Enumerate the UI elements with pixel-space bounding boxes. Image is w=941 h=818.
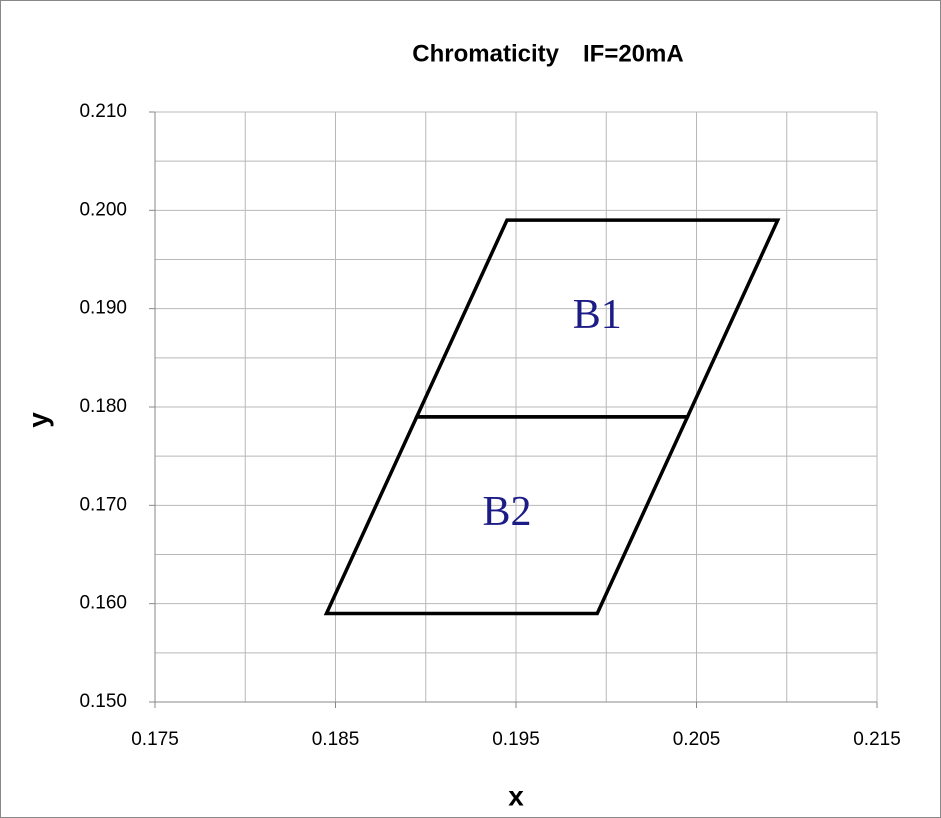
- y-tick-label: 0.170: [79, 494, 127, 515]
- x-tick-label: 0.185: [312, 729, 360, 750]
- y-tick-label: 0.160: [79, 593, 127, 614]
- y-tick-label: 0.200: [79, 199, 127, 220]
- x-axis-label: x: [508, 780, 524, 811]
- x-tick-label: 0.175: [131, 729, 179, 750]
- y-axis-label: y: [22, 412, 53, 428]
- region: [323, 415, 691, 616]
- chart-title: Chromaticity IF=20mA: [412, 40, 683, 67]
- y-tick-label: 0.210: [79, 101, 127, 122]
- y-tick-label: 0.150: [79, 691, 127, 712]
- x-tick-label: 0.205: [673, 729, 721, 750]
- x-tick-label: 0.215: [853, 729, 901, 750]
- y-tick-label: 0.180: [79, 396, 127, 417]
- region-label: B2: [482, 489, 531, 535]
- y-tick-label: 0.190: [79, 298, 127, 319]
- region-label: B1: [573, 292, 622, 338]
- x-tick-label: 0.195: [492, 729, 540, 750]
